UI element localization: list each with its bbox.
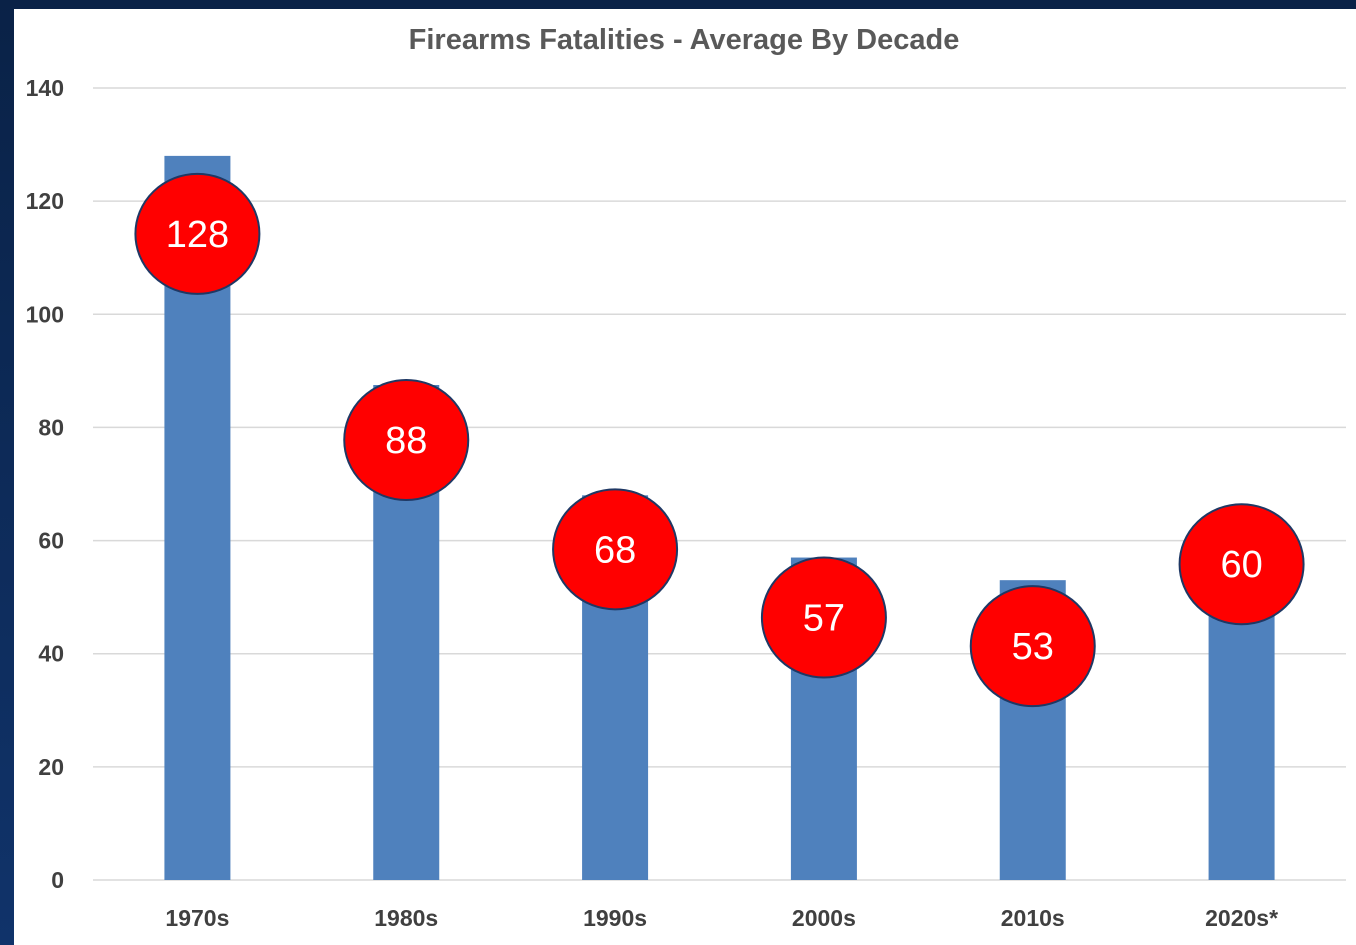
chart-panel: [14, 9, 1356, 945]
gridlines: [93, 87, 1346, 881]
value-callout-oval: [343, 379, 470, 501]
value-callout-oval: [134, 172, 261, 295]
y-axis-ticks: 0 20 40 60 80 100 120 140: [26, 75, 64, 893]
y-tick-label: 60: [38, 528, 64, 554]
bars: [164, 155, 1275, 880]
y-tick-label: 0: [51, 867, 64, 893]
y-tick-label: 40: [38, 641, 64, 667]
value-callout-label: 128: [166, 214, 229, 256]
x-category-label: 2010s: [1001, 905, 1065, 931]
value-callout-label: 68: [594, 529, 636, 571]
value-callout-label: 57: [803, 598, 845, 640]
y-tick-label: 140: [26, 75, 64, 101]
value-callout-oval: [760, 556, 887, 679]
value-callout-label: 60: [1220, 544, 1262, 586]
x-category-label: 2000s: [792, 905, 856, 931]
value-callout-label: 88: [385, 420, 427, 462]
x-category-label: 1970s: [165, 905, 229, 931]
y-tick-label: 100: [26, 301, 64, 327]
chart-title: Firearms Fatalities - Average By Decade: [409, 24, 960, 56]
y-tick-label: 80: [38, 414, 64, 440]
value-callout-label: 53: [1012, 626, 1054, 668]
x-category-label: 2020s*: [1205, 905, 1278, 931]
x-axis-categories: 1970s 1980s 1990s 2000s 2010s 2020s*: [165, 905, 1278, 931]
y-tick-label: 20: [38, 754, 64, 780]
value-callout-oval: [552, 488, 679, 611]
value-callout-oval: [969, 585, 1096, 708]
value-callout-oval: [1178, 503, 1305, 626]
x-category-label: 1990s: [583, 905, 647, 931]
x-category-label: 1980s: [374, 905, 438, 931]
y-tick-label: 120: [26, 188, 64, 214]
value-callouts: 128 88 68 57 53 60: [134, 172, 1305, 708]
